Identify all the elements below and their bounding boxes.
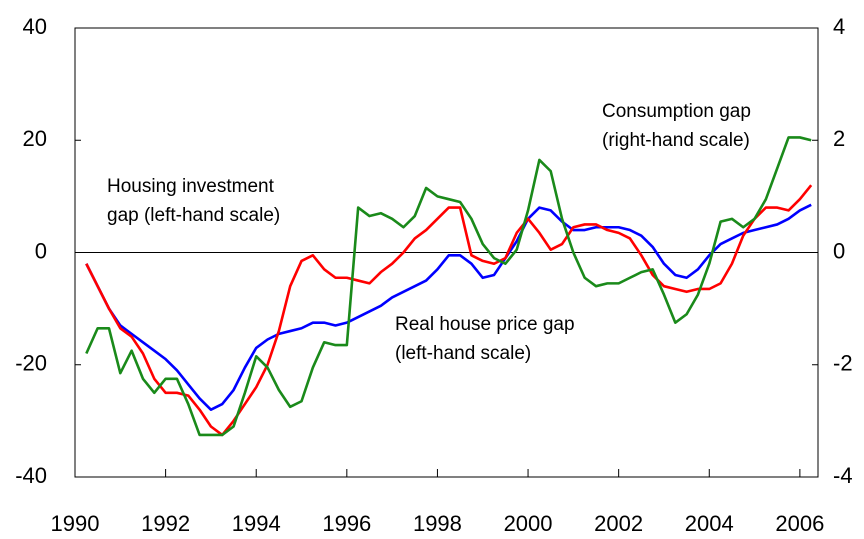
- y2-tick-label: -2: [833, 351, 853, 376]
- y-tick-label: -40: [15, 463, 47, 488]
- series-line: [85, 203, 812, 411]
- annotation: Real house price gap: [395, 314, 575, 335]
- y2-tick-label: 0: [833, 238, 845, 263]
- y2-tick-label: 4: [833, 14, 845, 39]
- annotation: Consumption gap: [602, 101, 751, 122]
- x-tick-label: 1996: [322, 511, 371, 536]
- x-tick-label: 1990: [51, 511, 100, 536]
- x-tick-label: 1998: [413, 511, 462, 536]
- x-tick-label: 2006: [775, 511, 824, 536]
- annotation: (right-hand scale): [602, 130, 750, 151]
- y-tick-label: -20: [15, 351, 47, 376]
- annotation: (left-hand scale): [395, 343, 531, 364]
- y-tick-label: 40: [23, 14, 47, 39]
- y2-tick-label: -4: [833, 463, 853, 488]
- x-tick-label: 2004: [685, 511, 734, 536]
- series-line: [85, 184, 813, 437]
- y-tick-label: 20: [23, 126, 47, 151]
- y2-tick-label: 2: [833, 126, 845, 151]
- x-tick-label: 1992: [141, 511, 190, 536]
- y-tick-label: 0: [35, 238, 47, 263]
- x-tick-label: 2002: [594, 511, 643, 536]
- x-tick-label: 1994: [232, 511, 281, 536]
- x-tick-label: 2000: [504, 511, 553, 536]
- annotation: gap (left-hand scale): [107, 205, 280, 226]
- annotation: Housing investment: [107, 176, 275, 197]
- series-line: [85, 136, 812, 437]
